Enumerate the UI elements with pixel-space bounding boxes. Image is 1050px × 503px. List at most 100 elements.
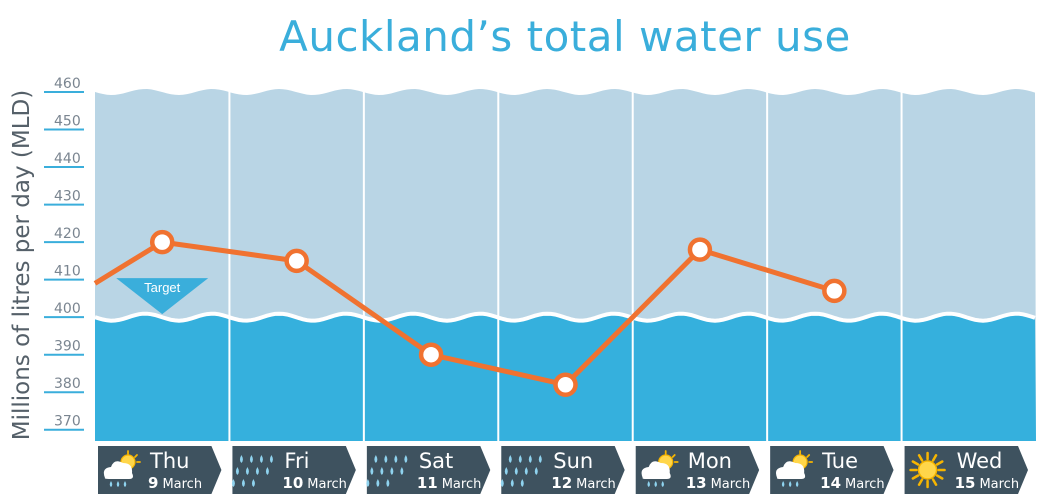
cloud-shape — [641, 461, 671, 479]
y-tick-label: 400 — [54, 301, 81, 317]
rain-drop — [251, 479, 255, 487]
rain-drop — [231, 479, 235, 487]
day-number: 11 — [417, 474, 438, 492]
rain-drop — [366, 479, 370, 487]
sun-ray — [134, 454, 138, 458]
sun-ray — [911, 474, 920, 480]
rain-drop — [788, 481, 792, 487]
rain-drop — [123, 481, 127, 487]
cloud-sun-rain-icon — [103, 450, 141, 487]
data-point — [149, 229, 175, 255]
day-date: 14 March — [820, 474, 885, 492]
rain-drop — [376, 479, 380, 487]
rain-drop — [380, 467, 384, 475]
day-box — [366, 446, 491, 494]
rain-drop — [654, 481, 657, 487]
sun-ray — [806, 454, 811, 458]
day-name: Wed — [957, 449, 1003, 473]
rain-drop — [109, 481, 113, 487]
data-point — [284, 248, 309, 274]
rain-drop — [400, 467, 404, 475]
data-point — [418, 342, 444, 367]
rain-drop — [394, 455, 398, 463]
day-month: March — [162, 477, 202, 492]
rain-drop — [781, 481, 785, 487]
day-date: 15 March — [955, 474, 1020, 492]
y-tick-label: 370 — [54, 414, 81, 430]
y-tick-label: 440 — [54, 151, 81, 167]
rain-icon — [500, 455, 542, 487]
sun-ray — [931, 454, 938, 462]
cloud-sun-rain-icon — [776, 450, 814, 487]
day-number: 12 — [551, 474, 572, 492]
cloud-shape — [776, 461, 806, 479]
day-date: 10 March — [282, 474, 347, 492]
data-point — [687, 237, 713, 262]
y-tick-label: 390 — [54, 339, 81, 355]
day-box — [501, 446, 625, 494]
sun-ray — [935, 460, 944, 466]
target-marker — [116, 278, 209, 315]
cloud-shape — [103, 461, 133, 479]
sun-ray — [935, 474, 944, 480]
y-tick-label: 380 — [54, 376, 81, 392]
rain-drop — [239, 455, 243, 463]
rain-drop — [528, 455, 532, 463]
sun-ray — [917, 478, 924, 486]
day-month: March — [979, 477, 1019, 492]
rain-drop — [255, 467, 259, 475]
sun-ray — [671, 454, 676, 458]
rain-drop — [404, 455, 408, 463]
rain-drop — [384, 455, 388, 463]
day-month: March — [845, 477, 885, 492]
y-tick-label: 420 — [54, 226, 81, 242]
rain-drop — [508, 455, 512, 463]
rain-drop — [370, 467, 374, 475]
rain-drop — [500, 479, 504, 487]
day-month: March — [711, 477, 751, 492]
rain-drop — [661, 481, 664, 487]
day-date: 11 March — [417, 474, 482, 492]
day-number: 15 — [955, 474, 976, 492]
data-point — [822, 278, 847, 304]
day-name: Tue — [821, 449, 858, 473]
chart-title: Auckland’s total water use — [279, 12, 851, 61]
rain-icon — [231, 455, 273, 487]
rain-drop — [249, 455, 253, 463]
rain-drop — [534, 467, 538, 475]
rain-drop — [386, 479, 390, 487]
cloud-sun-rain-icon — [641, 450, 679, 487]
day-box — [232, 446, 356, 494]
day-date: 9 March — [148, 474, 202, 492]
rain-drop — [520, 479, 524, 487]
sun-icon — [909, 451, 946, 489]
target-label: Target — [144, 280, 181, 295]
rain-drop — [518, 455, 522, 463]
rain-drop — [245, 467, 249, 475]
day-month: March — [307, 477, 347, 492]
sun-disc — [917, 460, 938, 480]
rain-drop — [241, 479, 245, 487]
day-month: March — [442, 477, 482, 492]
rain-drop — [504, 467, 508, 475]
rain-drop — [374, 455, 378, 463]
rain-drop — [390, 467, 394, 475]
day-month: March — [576, 477, 616, 492]
day-date: 13 March — [686, 474, 751, 492]
rain-icon — [366, 455, 408, 487]
rain-drop — [269, 455, 273, 463]
y-tick-label: 450 — [54, 114, 81, 130]
day-date: 12 March — [551, 474, 616, 492]
y-tick-label: 460 — [54, 76, 81, 92]
y-tick-label: 430 — [54, 189, 81, 205]
rain-drop — [259, 455, 263, 463]
day-number: 9 — [148, 474, 158, 492]
day-number: 14 — [820, 474, 841, 492]
day-name: Fri — [284, 449, 309, 473]
rain-drop — [116, 481, 120, 487]
